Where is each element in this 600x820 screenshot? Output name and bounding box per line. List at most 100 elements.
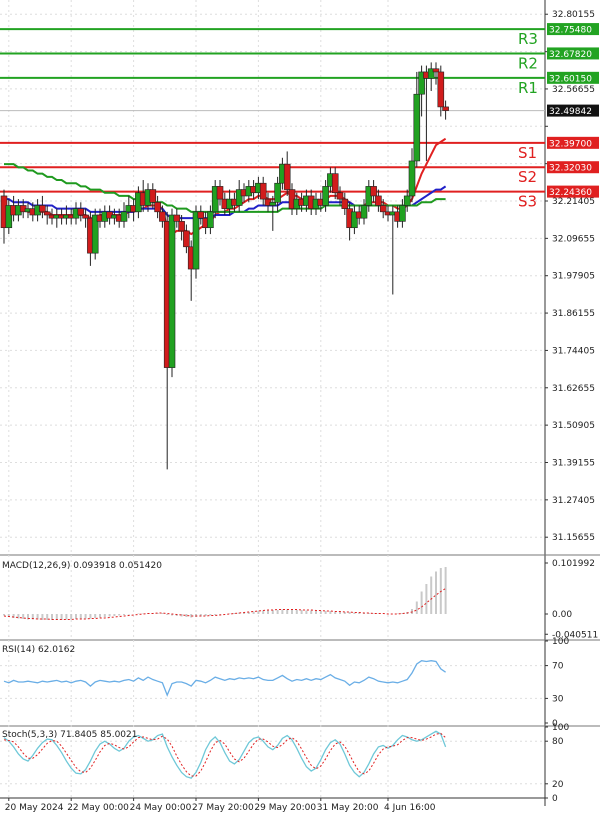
rsi-tick-label: 70 xyxy=(552,662,564,672)
candle-body xyxy=(336,192,344,200)
level-price-r2: 32.67820 xyxy=(549,50,592,60)
level-tag-r3 xyxy=(547,23,599,36)
candle-body xyxy=(178,221,185,232)
candle-body xyxy=(43,211,51,216)
price-tick-label: 32.09655 xyxy=(552,234,595,244)
candle-body xyxy=(442,106,449,111)
level-tag-s1 xyxy=(547,136,599,149)
candle-body xyxy=(403,195,411,206)
candle-body xyxy=(351,211,358,229)
candle-body xyxy=(370,186,377,197)
price-tick-label: 31.86155 xyxy=(552,309,595,319)
candle-body xyxy=(159,211,166,222)
time-tick-label: 31 May 20:00 xyxy=(317,803,379,813)
stoch-tick-label: 0 xyxy=(552,794,558,804)
time-tick-label: 20 May 2024 xyxy=(5,803,64,813)
candle-body xyxy=(283,163,291,190)
candle-body xyxy=(154,201,161,213)
candle-body xyxy=(207,211,214,229)
candle-body xyxy=(168,214,176,368)
price-tick-label: 31.62655 xyxy=(552,384,595,394)
candle-body xyxy=(5,205,13,229)
macd-tick-label: 0.00 xyxy=(552,610,572,620)
price-tick-label: 31.74405 xyxy=(552,346,595,356)
time-tick-label: 22 May 00:00 xyxy=(67,803,129,813)
price-tick-label: 32.80155 xyxy=(552,10,595,20)
level-name-s1: S1 xyxy=(518,144,537,162)
candle-body xyxy=(418,71,425,95)
candle-body xyxy=(82,214,89,219)
candle-body xyxy=(216,186,224,200)
time-tick-label: 24 May 00:00 xyxy=(130,803,192,813)
stoch-tick-label: 80 xyxy=(552,737,564,747)
candle-body xyxy=(91,214,99,254)
candle-body xyxy=(274,182,281,203)
candle-body xyxy=(235,189,243,206)
price-tick-label: 31.39155 xyxy=(552,458,595,468)
level-name-r3: R3 xyxy=(518,30,538,48)
price-tick-label: 32.56655 xyxy=(552,85,595,95)
current-price-tag xyxy=(547,104,599,117)
level-name-r1: R1 xyxy=(518,79,538,97)
level-price-r3: 32.75480 xyxy=(549,26,592,36)
candle-body xyxy=(413,93,421,162)
price-tick-label: 31.50905 xyxy=(552,421,595,431)
candle-body xyxy=(192,211,200,270)
candle-body xyxy=(77,208,85,216)
level-tag-s2 xyxy=(547,161,599,174)
candle-body xyxy=(432,68,440,73)
candle-body xyxy=(269,201,277,206)
rsi-tick-label: 30 xyxy=(552,694,564,704)
candle-body xyxy=(379,205,387,213)
stoch-d-line xyxy=(3,732,446,777)
candle-body xyxy=(173,214,181,222)
rsi-tick-label: 100 xyxy=(552,637,569,647)
time-tick-label: 27 May 20:00 xyxy=(192,803,254,813)
macd-label: MACD(12,26,9) 0.093918 0.051420 xyxy=(2,561,162,571)
candle-body xyxy=(331,173,339,194)
candle-body xyxy=(375,195,382,206)
level-tag-s3 xyxy=(547,185,599,198)
rsi-tick-label: 0 xyxy=(552,719,558,729)
candle-body xyxy=(183,230,190,248)
rsi-label: RSI(14) 62.0162 xyxy=(2,645,75,655)
stoch-label: Stoch(5,3,3) 71.8405 85.0021 xyxy=(2,730,137,740)
candle-body xyxy=(408,160,416,197)
candle-body xyxy=(259,182,267,200)
time-tick-label: 29 May 20:00 xyxy=(254,803,316,813)
price-tick-label: 31.97905 xyxy=(552,272,595,282)
candle-body xyxy=(120,211,128,222)
rsi-line xyxy=(3,659,446,697)
candle-body xyxy=(39,205,46,213)
stoch-k-line xyxy=(3,730,447,779)
macd-signal-line xyxy=(3,588,446,620)
candle-body xyxy=(360,205,368,219)
level-tag-r1 xyxy=(547,71,599,84)
time-tick-label: 4 Jun 16:00 xyxy=(384,803,436,813)
level-price-r1: 32.60150 xyxy=(549,74,592,84)
current-price-value: 32.49842 xyxy=(549,107,592,117)
level-price-s2: 32.32030 xyxy=(549,164,592,174)
level-price-s1: 32.39700 xyxy=(549,139,592,149)
candle-body xyxy=(341,198,349,209)
level-price-s3: 32.24360 xyxy=(549,188,592,198)
macd-tick-label: 0.101992 xyxy=(552,559,595,569)
price-tick-label: 31.15655 xyxy=(552,533,595,543)
level-tag-r2 xyxy=(547,47,599,60)
candle-body xyxy=(149,189,157,203)
candle-body xyxy=(437,71,445,108)
price-tick-label: 31.27405 xyxy=(552,496,595,506)
stoch-tick-label: 20 xyxy=(552,780,564,790)
candle-body xyxy=(197,211,205,219)
stoch-tick-label: 100 xyxy=(552,723,569,733)
level-name-s3: S3 xyxy=(518,193,537,211)
price-tick-label: 32.21405 xyxy=(552,197,595,207)
level-name-s2: S2 xyxy=(518,168,537,186)
macd-tick-label: -0.040511 xyxy=(552,630,598,640)
candle-body xyxy=(399,205,406,222)
level-name-r2: R2 xyxy=(518,54,538,72)
candle-body xyxy=(322,186,329,206)
